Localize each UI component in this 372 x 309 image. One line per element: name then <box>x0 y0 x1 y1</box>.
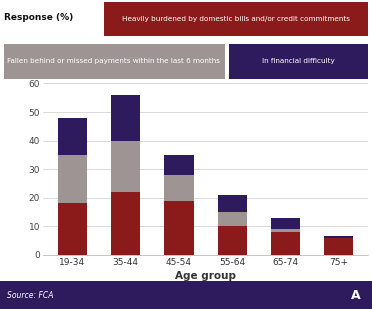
Bar <box>111 192 140 255</box>
Text: In financial difficulty: In financial difficulty <box>262 58 335 65</box>
Bar <box>58 118 87 155</box>
Bar <box>271 232 300 255</box>
Bar <box>111 95 140 141</box>
Bar <box>58 155 87 204</box>
Bar <box>218 212 247 226</box>
Text: Fallen behind or missed payments within the last 6 months: Fallen behind or missed payments within … <box>7 58 220 65</box>
FancyBboxPatch shape <box>0 281 372 309</box>
FancyBboxPatch shape <box>104 2 368 36</box>
X-axis label: Age group: Age group <box>175 271 236 281</box>
Text: Response (%): Response (%) <box>4 13 73 22</box>
Bar <box>218 226 247 255</box>
Bar <box>271 229 300 232</box>
Bar <box>324 238 353 255</box>
Bar <box>164 201 193 255</box>
Text: A: A <box>351 289 361 302</box>
Bar <box>58 204 87 255</box>
FancyBboxPatch shape <box>229 44 368 79</box>
Text: Source: FCA: Source: FCA <box>7 290 54 300</box>
Bar <box>271 218 300 229</box>
FancyBboxPatch shape <box>4 44 225 79</box>
Bar <box>218 195 247 212</box>
Bar <box>164 175 193 201</box>
Bar <box>111 141 140 192</box>
Text: Heavily burdened by domestic bills and/or credit commitments: Heavily burdened by domestic bills and/o… <box>122 16 350 22</box>
Bar <box>324 236 353 238</box>
Bar <box>164 155 193 175</box>
